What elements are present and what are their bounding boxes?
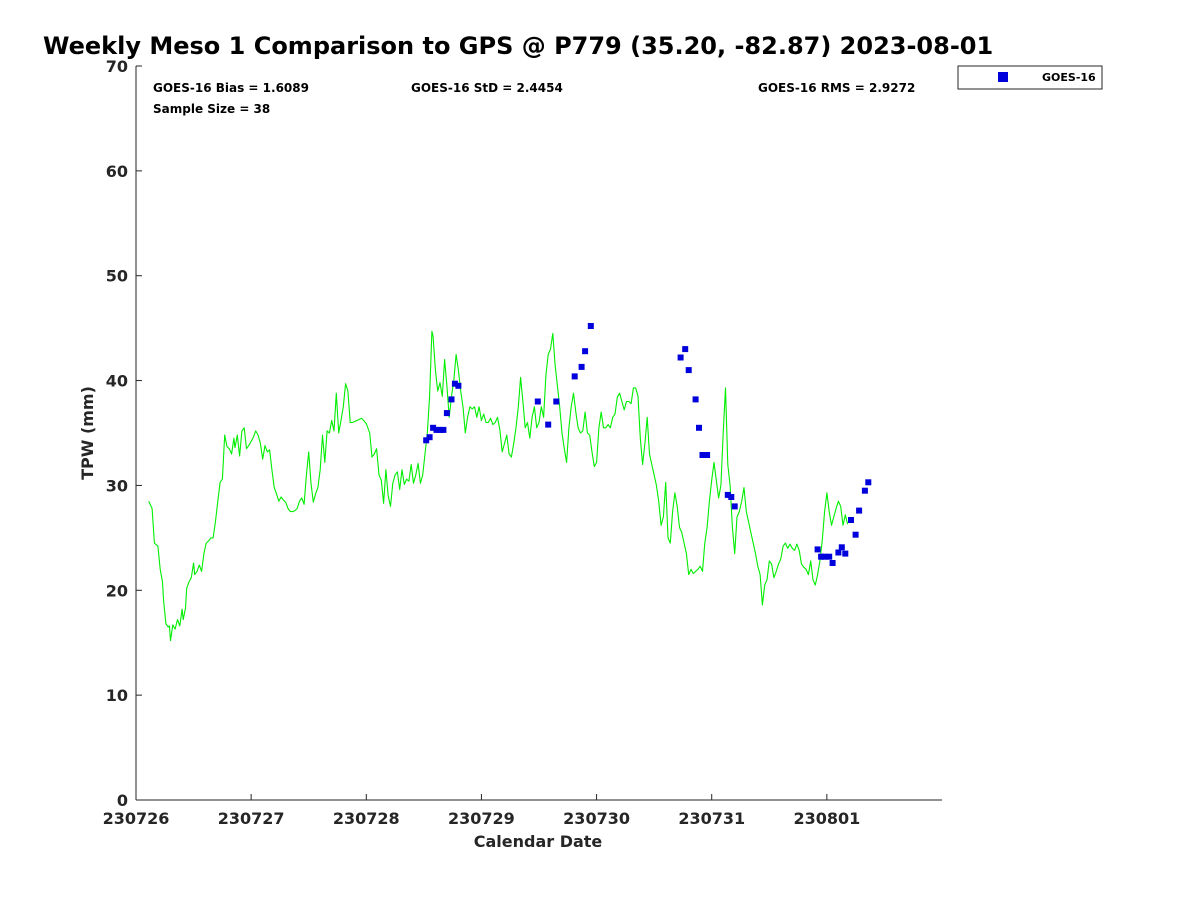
series-layer [148, 323, 872, 642]
goes16-point [724, 491, 731, 498]
x-tick-label: 230728 [333, 809, 400, 828]
y-axis-label: TPW (mm) [78, 386, 97, 480]
goes16-point [582, 348, 589, 355]
x-tick-label: 230801 [793, 809, 860, 828]
goes16-point [731, 503, 738, 510]
x-tick-label: 230731 [678, 809, 745, 828]
sample-size-stat: Sample Size = 38 [153, 102, 270, 116]
legend-label-goes16: GOES-16 [1042, 71, 1096, 84]
goes16-point [704, 452, 711, 458]
goes16-point [433, 426, 440, 433]
bias-stat: GOES-16 Bias = 1.6089 [153, 81, 309, 95]
goes16-point [685, 367, 692, 374]
y-tick-label: 70 [106, 57, 128, 76]
x-tick-label: 230730 [563, 809, 630, 828]
y-tick-label: 0 [117, 791, 128, 810]
goes16-point [578, 363, 585, 370]
y-tick-label: 30 [106, 476, 128, 495]
goes16-point [838, 544, 845, 551]
rms-stat: GOES-16 RMS = 2.9272 [758, 81, 915, 95]
goes16-point [696, 424, 702, 431]
goes16-point [677, 354, 684, 361]
goes16-point [545, 421, 552, 428]
goes16-point [842, 550, 849, 557]
legend-marker-goes16 [998, 72, 1008, 82]
goes16-point [437, 426, 443, 433]
legend-box [957, 65, 1103, 90]
goes16-point [440, 426, 447, 433]
y-tick-label: 50 [106, 267, 128, 286]
goes16-point [430, 424, 437, 431]
goes16-point [534, 398, 541, 405]
y-tick-label: 10 [106, 686, 128, 705]
goes16-point [455, 382, 462, 389]
goes16-point [423, 437, 430, 444]
goes16-point [682, 346, 689, 353]
y-tick-label: 60 [106, 162, 128, 181]
goes16-point [699, 452, 706, 458]
legend: GOES-16 [957, 65, 1103, 90]
goes16-point [448, 396, 455, 403]
x-axis-label: Calendar Date [474, 832, 603, 851]
goes16-point [728, 494, 735, 500]
goes16-point [829, 560, 836, 566]
x-tick-label: 230727 [218, 809, 285, 828]
goes16-point [848, 517, 854, 523]
gps-tpw-line [148, 330, 849, 642]
goes16-point [587, 323, 594, 329]
goes16-point [571, 373, 578, 380]
chart-title: Weekly Meso 1 Comparison to GPS @ P779 (… [43, 32, 993, 60]
x-tick-label: 230726 [103, 809, 170, 828]
std-stat: GOES-16 StD = 2.4454 [411, 81, 563, 95]
goes16-point [426, 434, 433, 441]
goes16-point [818, 553, 825, 560]
y-tick-label: 40 [106, 372, 128, 391]
goes16-point [826, 553, 833, 560]
goes16-point [814, 546, 821, 553]
x-ticks: 230726 230727 230728 230729 230730 230731 2308… [103, 794, 860, 828]
goes16-point [821, 553, 828, 560]
x-tick-label: 230729 [448, 809, 515, 828]
goes16-point [861, 487, 868, 494]
goes16-point [451, 380, 458, 387]
goes16-point [692, 396, 699, 403]
goes16-point [835, 549, 842, 556]
y-ticks: 0 10 20 30 40 50 60 70 [106, 57, 142, 810]
goes16-point [852, 531, 859, 538]
goes16-point [553, 398, 560, 405]
goes16-point [443, 410, 450, 417]
y-tick-label: 20 [106, 581, 128, 600]
plot-axes [135, 66, 942, 801]
goes16-point [856, 507, 863, 514]
goes16-point [865, 479, 872, 486]
